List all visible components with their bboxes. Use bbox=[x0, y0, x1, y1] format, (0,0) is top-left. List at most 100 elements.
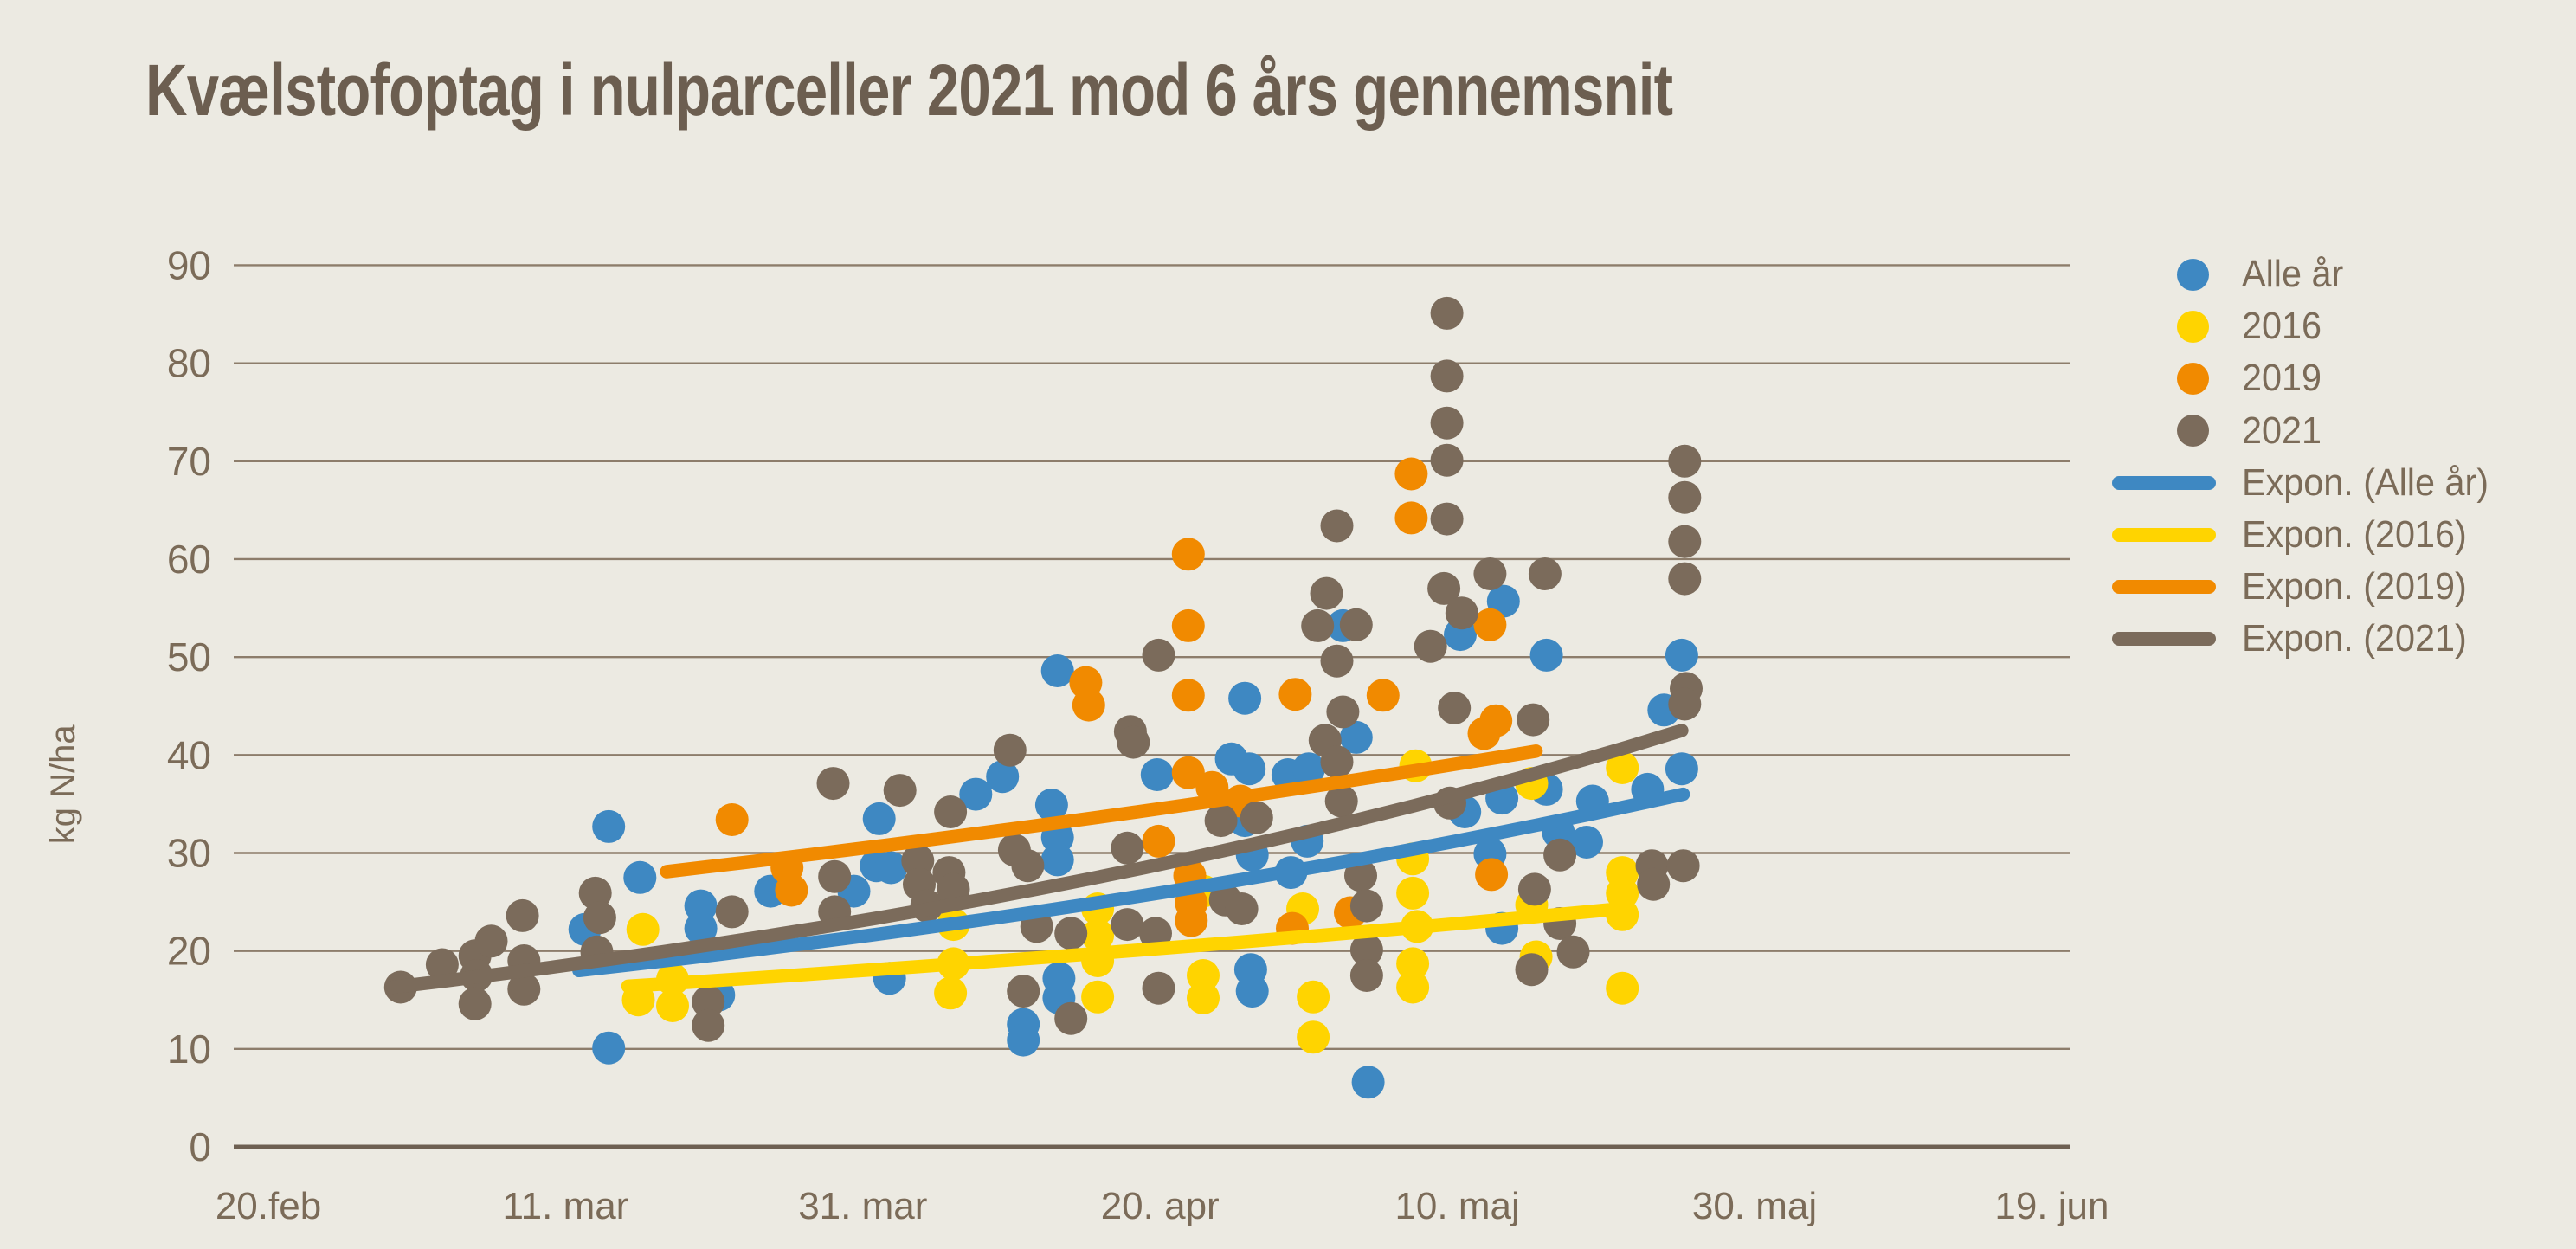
y-axis-title: kg N/ha bbox=[44, 724, 82, 845]
scatter-point-2019 bbox=[1394, 457, 1428, 491]
scatter-point-alle-r bbox=[959, 777, 993, 811]
legend-marker-wrap bbox=[2112, 362, 2216, 395]
scatter-point-2021 bbox=[1543, 838, 1577, 872]
scatter-point-2016 bbox=[626, 912, 660, 946]
scatter-point-alle-r bbox=[1339, 720, 1373, 754]
scatter-point-alle-r bbox=[1665, 638, 1698, 672]
scatter-point-2021 bbox=[1349, 933, 1383, 967]
y-tick-label: 90 bbox=[167, 242, 211, 287]
chart-title: Kvælstofoptag i nulparceller 2021 mod 6 … bbox=[145, 49, 1673, 131]
scatter-point-2021 bbox=[1438, 692, 1472, 724]
scatter-point-2021 bbox=[1517, 703, 1550, 737]
scatter-point-2021 bbox=[583, 901, 616, 935]
scatter-point-alle-r bbox=[592, 1031, 626, 1065]
scatter-point-2021 bbox=[1430, 296, 1464, 330]
scatter-point-2019 bbox=[1366, 679, 1400, 712]
legend: Alle år 2016 2019 2021 Expon. (Alle år) Expon… bbox=[2112, 248, 2576, 666]
trendline-expon-2016- bbox=[621, 903, 1616, 994]
legend-marker-wrap bbox=[2112, 415, 2216, 447]
y-tick-label: 30 bbox=[167, 830, 211, 875]
legend-label: Expon. (2016) bbox=[2242, 513, 2467, 557]
scatter-point-alle-r bbox=[1140, 758, 1174, 791]
y-tick-label: 60 bbox=[167, 537, 211, 582]
scatter-point-2019 bbox=[1175, 904, 1208, 937]
legend-label: Expon. (2019) bbox=[2242, 565, 2467, 608]
scatter-point-alle-r bbox=[1530, 638, 1563, 672]
scatter-point-2021 bbox=[1427, 571, 1461, 605]
scatter-point-2021 bbox=[1011, 849, 1045, 883]
scatter-point-2021 bbox=[1473, 557, 1507, 590]
scatter-point-2019 bbox=[1467, 717, 1501, 750]
legend-item-2021: 2021 bbox=[2112, 405, 2576, 457]
x-tick-label: 11. mar bbox=[502, 1185, 628, 1227]
scatter-point-2021 bbox=[1111, 908, 1144, 942]
scatter-point-2016 bbox=[1187, 982, 1220, 1014]
scatter-point-2021 bbox=[1430, 406, 1464, 440]
y-tick-label: 0 bbox=[189, 1124, 211, 1169]
scatter-point-2021 bbox=[934, 795, 968, 828]
scatter-point-2021 bbox=[1668, 525, 1702, 558]
scatter-point-2021 bbox=[1054, 917, 1088, 950]
scatter-point-2016 bbox=[1081, 918, 1115, 952]
scatter-point-2019 bbox=[1278, 678, 1312, 711]
y-tick-label: 20 bbox=[167, 929, 211, 974]
scatter-point-alle-r bbox=[592, 809, 626, 843]
scatter-point-alle-r bbox=[684, 889, 718, 923]
legend-marker-wrap bbox=[2112, 528, 2216, 543]
scatter-point-alle-r bbox=[684, 911, 718, 945]
scatter-point-2021 bbox=[1430, 359, 1464, 393]
scatter-point-2016 bbox=[1396, 876, 1430, 910]
scatter-point-alle-r bbox=[1233, 752, 1266, 786]
scatter-point-alle-r bbox=[1228, 681, 1262, 715]
legend-item-expon-2016: Expon. (2016) bbox=[2112, 509, 2576, 561]
scatter-point-2021 bbox=[1666, 849, 1700, 883]
legend-label: 2019 bbox=[2242, 357, 2322, 400]
y-tick-label: 40 bbox=[167, 732, 211, 777]
scatter-point-2019 bbox=[1473, 608, 1507, 641]
scatter-point-2021 bbox=[1445, 596, 1478, 630]
x-tick-label: 20.feb bbox=[216, 1185, 321, 1227]
scatter-point-alle-r bbox=[1034, 789, 1068, 821]
legend-line-icon bbox=[2112, 580, 2216, 595]
scatter-point-2021 bbox=[1349, 959, 1383, 992]
scatter-point-2021 bbox=[883, 774, 917, 808]
scatter-point-2021 bbox=[1528, 557, 1562, 590]
scatter-point-2021 bbox=[1240, 801, 1273, 834]
scatter-point-2021 bbox=[816, 767, 850, 801]
scatter-point-2021 bbox=[506, 898, 539, 932]
x-tick-label: 30. maj bbox=[1692, 1185, 1817, 1227]
scatter-point-alle-r bbox=[1007, 1023, 1040, 1057]
scatter-point-alle-r bbox=[1040, 843, 1074, 877]
scatter-point-2021 bbox=[578, 876, 612, 910]
scatter-point-2021 bbox=[1668, 480, 1702, 514]
scatter-point-2021 bbox=[507, 972, 541, 1006]
legend-item-2019: 2019 bbox=[2112, 352, 2576, 404]
scatter-point-2021 bbox=[901, 844, 935, 878]
legend-marker-wrap bbox=[2112, 310, 2216, 343]
scatter-point-alle-r bbox=[623, 860, 657, 894]
scatter-point-2021 bbox=[1007, 975, 1040, 1008]
scatter-point-alle-r bbox=[874, 851, 908, 885]
legend-dot-icon bbox=[2177, 362, 2209, 395]
trendline-expon-alle-r- bbox=[572, 787, 1690, 978]
legend-marker-wrap bbox=[2112, 475, 2216, 490]
scatter-point-2021 bbox=[993, 733, 1027, 767]
y-tick-label: 80 bbox=[167, 341, 211, 386]
scatter-point-2021 bbox=[1517, 872, 1551, 906]
scatter-point-2021 bbox=[1344, 859, 1377, 892]
legend-label: Alle år bbox=[2242, 253, 2344, 296]
scatter-point-2021 bbox=[1668, 444, 1702, 478]
scatter-point-2019 bbox=[1072, 688, 1105, 722]
scatter-point-2021 bbox=[1142, 971, 1175, 1005]
scatter-point-2016 bbox=[1187, 959, 1220, 992]
scatter-point-2021 bbox=[1349, 889, 1383, 923]
y-tick-label: 50 bbox=[167, 634, 211, 679]
legend-label: Expon. (2021) bbox=[2242, 617, 2467, 660]
scatter-point-2016 bbox=[1396, 947, 1430, 981]
scatter-point-2021 bbox=[1117, 725, 1150, 759]
scatter-point-2021 bbox=[1320, 644, 1354, 678]
scatter-point-2021 bbox=[1430, 502, 1464, 536]
x-tick-label: 20. apr bbox=[1101, 1185, 1220, 1227]
legend-line-icon bbox=[2112, 632, 2216, 647]
